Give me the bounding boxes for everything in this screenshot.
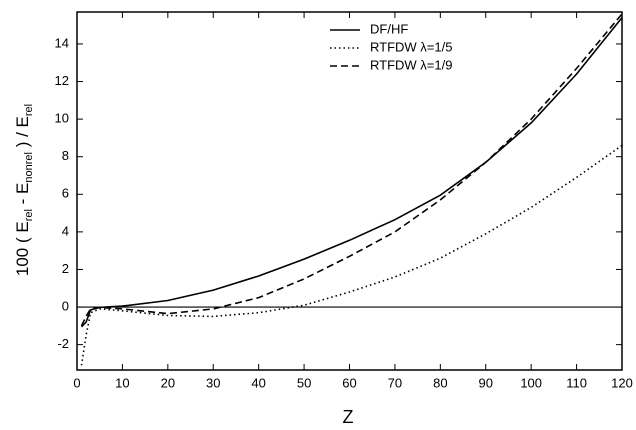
y-tick-label: 6 [62, 186, 69, 201]
x-tick-label: 20 [161, 375, 175, 390]
y-tick-label: 8 [62, 148, 69, 163]
plot-frame [76, 11, 623, 371]
x-tick-label: 80 [433, 375, 447, 390]
y-tick-label: 4 [62, 223, 69, 238]
y-axis-label: 100 ( Erel - Enonrel ) / Erel [13, 104, 34, 276]
y-label-part: ) / E [13, 116, 32, 152]
x-tick-label: 110 [566, 375, 587, 390]
y-label-subscript: rel [23, 209, 35, 221]
y-tick-label: 12 [55, 73, 69, 88]
x-tick-label: 120 [611, 375, 633, 390]
series-line [80, 13, 623, 327]
y-label-part: 100 ( E [13, 221, 32, 276]
x-tick-label: 50 [297, 375, 311, 390]
series-line [80, 17, 623, 328]
x-tick-label: 90 [479, 375, 493, 390]
y-tick-label: 14 [55, 35, 69, 50]
y-tick-label: 0 [62, 298, 69, 313]
x-tick-label: 60 [342, 375, 356, 390]
y-tick-label: 2 [62, 261, 69, 276]
series-line [80, 144, 623, 366]
x-tick-label: 10 [115, 375, 129, 390]
x-tick-label: 40 [251, 375, 265, 390]
x-tick-label: 30 [206, 375, 220, 390]
y-tick-label: 10 [55, 111, 69, 126]
y-label-subscript: nonrel [23, 152, 35, 183]
y-tick-label: -2 [57, 336, 69, 351]
y-label-subscript: rel [23, 104, 35, 116]
legend-label: RTFDW λ=1/5 [370, 39, 452, 54]
x-tick-label: 0 [73, 375, 80, 390]
x-tick-label: 70 [388, 375, 402, 390]
legend-label: DF/HF [370, 21, 408, 36]
x-axis-label: Z [343, 407, 354, 427]
x-tick-label: 100 [520, 375, 542, 390]
legend-label: RTFDW λ=1/9 [370, 57, 452, 72]
y-label-part: - E [13, 183, 32, 209]
